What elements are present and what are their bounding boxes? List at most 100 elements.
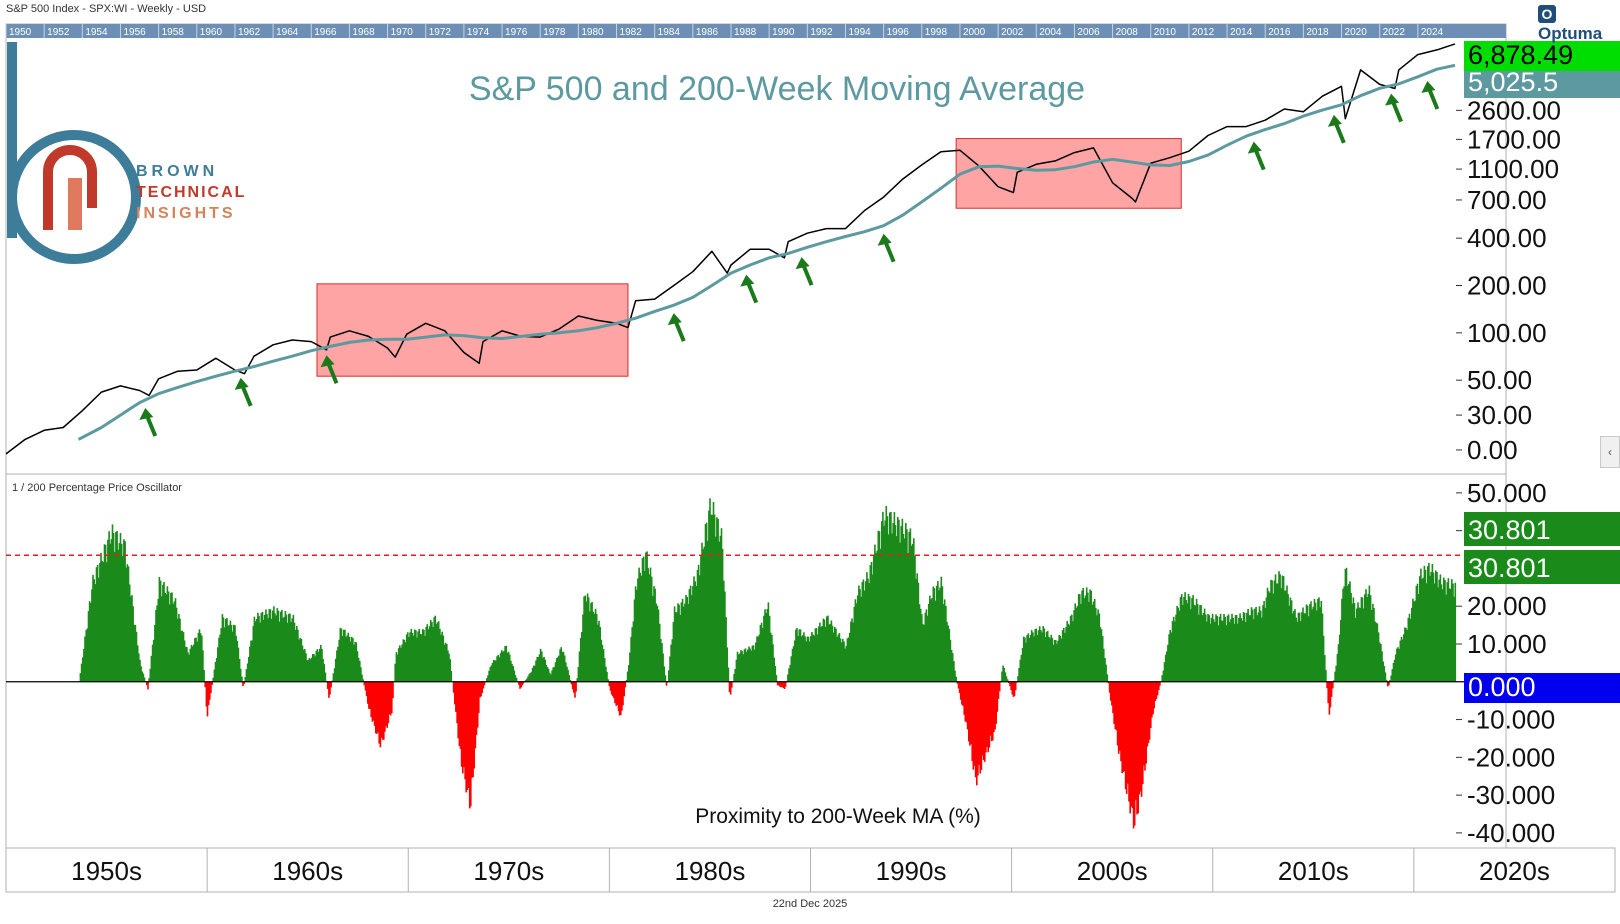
oscillator-bar <box>935 585 938 682</box>
oscillator-bar <box>387 681 390 724</box>
oscillator-bar <box>139 659 141 682</box>
oscillator-bar <box>980 681 983 770</box>
decade-labels: 1950s 1960s 1970s 1980s 1990s 2000s 2010s 2020s <box>71 848 1550 892</box>
oscillator-bar <box>126 564 129 682</box>
oscillator-bar <box>1091 604 1094 682</box>
oscillator-bar <box>1178 610 1181 682</box>
oscillator-bar <box>519 681 521 689</box>
oscillator-bar <box>558 655 560 682</box>
oscillator-bar <box>110 539 113 682</box>
price-tick-label: 1100.00 <box>1467 154 1559 184</box>
oscillator-bar <box>783 681 786 689</box>
oscillator-bar <box>140 666 142 682</box>
oscillator-bar <box>80 663 83 682</box>
logo-inner-icon <box>43 145 97 230</box>
oscillator-bar <box>1226 615 1229 682</box>
oscillator-bar <box>1034 629 1036 682</box>
oscillator-bar <box>356 651 359 682</box>
oscillator-bar <box>945 606 947 682</box>
oscillator-bar <box>954 670 956 682</box>
oscillator-bar <box>545 665 548 682</box>
oscillator-bar <box>924 612 927 682</box>
oscillator-bar <box>1230 619 1232 682</box>
oscillator-bar <box>468 681 471 809</box>
oscillator-bar <box>1041 632 1043 682</box>
oscillator-bar <box>173 601 176 682</box>
oscillator-bar <box>561 651 564 682</box>
oscillator-bar <box>1125 681 1128 794</box>
oscillator-bar <box>1229 622 1231 682</box>
oscillator-bar <box>626 671 629 682</box>
oscillator-bar <box>840 642 843 682</box>
oscillator-bar <box>1246 612 1248 682</box>
oscillator-bar <box>539 648 542 682</box>
oscillator-bar <box>1036 635 1039 682</box>
oscillator-bar <box>460 681 463 767</box>
oscillator-title: 1 / 200 Percentage Price Oscillator <box>12 482 182 494</box>
oscillator-bar <box>812 634 814 682</box>
oscillator-bar <box>274 613 276 682</box>
oscillator-bar <box>1194 605 1197 682</box>
oscillator-bar <box>1152 681 1154 715</box>
oscillator-bar <box>842 639 844 682</box>
oscillator-bar <box>593 613 596 682</box>
oscillator-bar <box>1038 626 1041 682</box>
oscillator-bar <box>1231 613 1233 682</box>
oscillator-bar <box>979 681 981 774</box>
oscillator-bar <box>400 647 402 682</box>
oscillator-bar <box>782 681 785 688</box>
oscillator-bar <box>427 629 430 682</box>
oscillator-bar <box>1407 617 1410 682</box>
collapse-panel-button[interactable]: ‹ <box>1600 436 1620 468</box>
oscillator-bar <box>500 650 503 682</box>
oscillator-bar <box>765 613 767 682</box>
oscillator-bar <box>959 681 962 700</box>
oscillator-bar <box>1192 595 1194 682</box>
oscillator-bar <box>695 585 698 682</box>
oscillator-bar <box>1318 597 1320 682</box>
oscillator-bar <box>1336 654 1339 682</box>
oscillator-bar <box>916 573 918 682</box>
oscillator-bar <box>345 636 347 682</box>
oscillator-bar <box>542 657 544 682</box>
oscillator-bar <box>637 578 639 682</box>
oscillator-bar <box>1234 615 1237 682</box>
oscillator-bar <box>157 598 160 682</box>
oscillator-bar <box>267 618 269 682</box>
oscillator-bar <box>621 681 623 711</box>
oscillator-bar <box>1344 569 1347 682</box>
oscillator-bar <box>727 667 730 682</box>
oscillator-bar <box>989 681 992 736</box>
oscillator-bar <box>1436 572 1438 682</box>
oscillator-bar <box>632 621 635 682</box>
oscillator-bar <box>214 661 217 682</box>
oscillator-bar <box>134 624 137 682</box>
oscillator-bar <box>565 662 567 682</box>
oscillator-bar <box>769 632 772 682</box>
oscillator-bar <box>1334 671 1336 682</box>
oscillator-bar <box>254 621 257 682</box>
oscillator-bar <box>757 636 759 682</box>
oscillator-bar <box>577 666 580 682</box>
oscillator-bar <box>598 620 600 682</box>
oscillator-bar <box>498 657 501 682</box>
oscillator-bar <box>636 589 638 682</box>
oscillator-bar <box>1235 615 1238 682</box>
oscillator-bar <box>1018 667 1020 682</box>
oscillator-bar <box>370 681 372 718</box>
oscillator-bar <box>127 566 130 682</box>
oscillator-bar <box>284 610 287 682</box>
oscillator-bar <box>802 635 804 682</box>
oscillator-bar <box>1097 609 1099 682</box>
oscillator-bar <box>884 520 886 682</box>
oscillator-bar <box>1175 614 1177 682</box>
oscillator-bar <box>1291 613 1294 682</box>
oscillator-bar <box>866 572 868 682</box>
oscillator-bar <box>1353 603 1356 682</box>
oscillator-bar <box>310 657 313 682</box>
oscillator-bar <box>1063 627 1065 682</box>
oscillator-bar <box>1443 577 1445 682</box>
oscillator-bar <box>132 606 134 682</box>
oscillator-bar <box>1310 601 1312 682</box>
oscillator-bar <box>863 590 866 682</box>
